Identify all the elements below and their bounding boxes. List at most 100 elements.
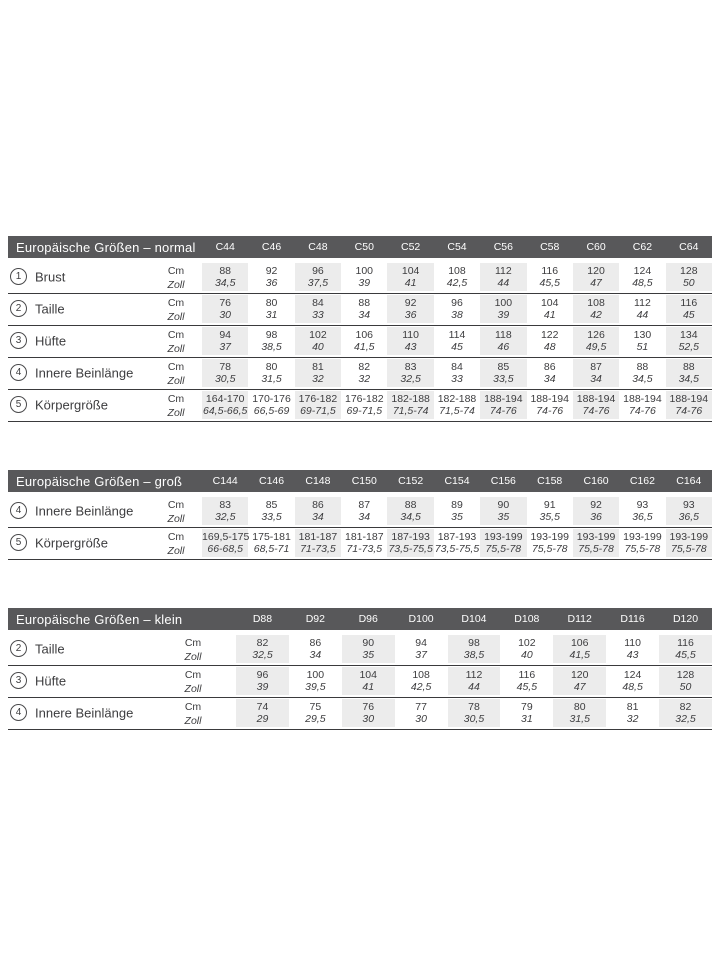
zoll-value: 37,5 [307, 277, 329, 289]
data-cell: 130 51 [619, 325, 666, 358]
data-cell: 106 41,5 [553, 634, 607, 666]
data-cell: 84 33 [294, 293, 342, 326]
data-cell-box: 80 31 [248, 295, 294, 323]
data-cell-box: 87 34 [572, 359, 620, 387]
zoll-value: 32,5 [400, 373, 421, 385]
data-cell: 93 36,5 [665, 496, 712, 528]
zoll-value: 36,5 [632, 511, 653, 523]
cm-value: 84 [451, 361, 463, 373]
table-row: 2 Taille Cm Zoll 76 30 80 31 84 33 88 34 92 36 96 38 100… [8, 293, 712, 326]
data-cell: 193-199 75,5-78 [619, 527, 666, 560]
table-row: 4 Innere Beinlänge Cm Zoll 83 32,5 85 33,5 86 34 8… [8, 496, 712, 528]
data-cell-box: 85 33,5 [248, 497, 294, 525]
zoll-value: 39 [497, 309, 510, 321]
data-cell-box: 112 44 [619, 295, 665, 323]
column-header: C158 [526, 470, 573, 492]
zoll-value: 39 [358, 277, 371, 289]
data-cell: 94 37 [202, 325, 249, 358]
cm-value: 94 [415, 637, 427, 649]
data-cell-box: 86 34 [294, 497, 342, 525]
data-cell-box: 188-194 74-76 [572, 391, 620, 419]
cm-value: 106 [570, 637, 589, 649]
cm-value: 106 [355, 329, 374, 341]
data-cell: 112 44 [480, 262, 527, 294]
cm-value: 84 [312, 297, 324, 309]
column-header: C50 [341, 236, 388, 258]
cm-value: 108 [448, 265, 466, 277]
zoll-value: 34 [312, 511, 324, 523]
column-header: D112 [553, 608, 607, 630]
unit-label-zoll: Zoll [167, 375, 185, 387]
data-cell: 104 41 [526, 293, 573, 326]
cm-value: 102 [309, 329, 327, 341]
row-label: Innere Beinlänge [35, 503, 134, 519]
row-number-badge: 4 [10, 502, 27, 520]
cm-value: 94 [219, 329, 232, 341]
data-cell: 88 34,5 [619, 357, 666, 390]
data-cell-box: 182-188 71,5-74 [387, 391, 434, 419]
data-cell: 75 29,5 [288, 697, 342, 730]
zoll-value: 30 [219, 309, 232, 321]
cm-value: 188-194 [530, 393, 569, 405]
cm-value: 110 [402, 329, 419, 341]
data-cell: 81 32 [294, 357, 342, 390]
data-cell: 108 42 [572, 293, 620, 326]
row-label-cell: 4 Innere Beinlänge [8, 496, 150, 528]
data-cell: 193-199 75,5-78 [480, 527, 527, 560]
zoll-value: 73,5-75,5 [434, 543, 480, 555]
zoll-value: 34,5 [678, 373, 700, 385]
cm-value: 89 [451, 499, 463, 511]
zoll-value: 30,5 [214, 373, 236, 385]
table-row: 5 Körpergröße Cm Zoll 164-170 64,5-66,5 170-17… [8, 389, 712, 422]
zoll-value: 38,5 [463, 649, 485, 661]
data-cell-box: 75 29,5 [289, 699, 342, 727]
cm-value: 176-182 [298, 393, 338, 405]
data-cell-box: 90 35 [480, 497, 527, 525]
zoll-value: 75,5-78 [578, 543, 614, 555]
cm-value: 112 [465, 669, 483, 681]
data-cell-box: 83 32,5 [387, 359, 434, 387]
table-row: 4 Innere Beinlänge Cm Zoll 74 29 75 29,5 76 30 77 3… [8, 697, 712, 730]
data-cell-box: 110 43 [606, 635, 659, 663]
row-number-badge: 3 [10, 672, 27, 690]
zoll-value: 45 [682, 309, 695, 321]
cm-value: 74 [256, 701, 269, 713]
zoll-value: 43 [404, 341, 417, 353]
cm-value: 169,5-175 [202, 531, 250, 543]
cm-value: 82 [256, 637, 269, 649]
cm-value: 104 [401, 265, 420, 277]
cm-value: 182-188 [391, 393, 430, 405]
cm-value: 170-176 [252, 393, 291, 405]
column-header: C52 [387, 236, 434, 258]
cm-value: 130 [633, 329, 652, 341]
zoll-value: 75,5-78 [485, 543, 522, 555]
row-number-badge: 5 [10, 534, 27, 552]
data-cell-box: 102 40 [500, 635, 553, 663]
cm-value: 100 [494, 297, 513, 309]
unit-label-zoll: Zoll [184, 651, 202, 663]
data-cell-box: 120 47 [572, 263, 620, 291]
data-cell-box: 176-182 69-71,5 [294, 391, 342, 419]
zoll-value: 47 [573, 681, 586, 693]
data-cell: 85 33,5 [480, 357, 527, 390]
data-cell-box: 74 29 [236, 699, 289, 727]
data-cell-box: 84 33 [434, 359, 480, 387]
data-cell: 116 45,5 [500, 665, 554, 698]
unit-label-cm: Cm [167, 393, 185, 405]
cm-value: 108 [587, 297, 605, 309]
column-header: C44 [202, 236, 249, 258]
zoll-value: 45 [451, 341, 463, 353]
column-header: C46 [248, 236, 295, 258]
unit-label-cm: Cm [184, 701, 202, 713]
data-cell-box: 93 36,5 [619, 497, 665, 525]
data-cell: 182-188 71,5-74 [387, 389, 434, 422]
data-cell-box: 120 47 [553, 667, 607, 695]
zoll-value: 39 [256, 681, 269, 693]
data-cell: 92 36 [387, 293, 434, 326]
data-cell: 86 34 [526, 357, 573, 390]
data-cell-box: 181-187 71-73,5 [294, 529, 342, 557]
zoll-value: 41,5 [354, 341, 375, 353]
data-cell: 89 35 [433, 496, 481, 528]
data-cell: 116 45,5 [526, 262, 573, 294]
row-number-badge: 1 [10, 268, 27, 286]
